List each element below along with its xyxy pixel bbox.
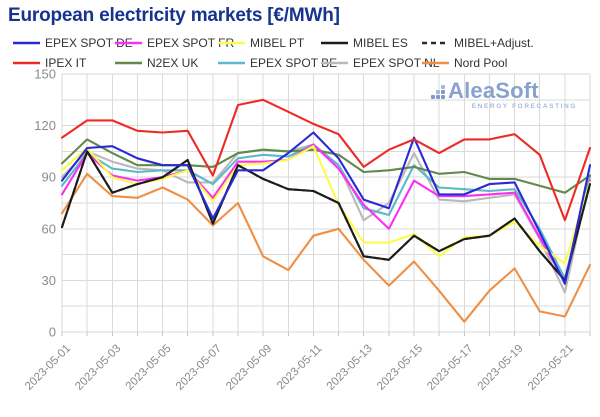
y-tick-label: 120 (34, 118, 56, 133)
legend-label: EPEX SPOT NL (353, 56, 440, 70)
legend-swatch-icon (218, 61, 245, 65)
legend-label: EPEX SPOT FR (147, 36, 235, 50)
legend-item-epex-spot-be: EPEX SPOT BE (218, 56, 337, 70)
y-tick-label: 60 (42, 221, 56, 236)
series-line-ipex-it (60, 98, 592, 222)
legend-item-ipex-it: IPEX IT (13, 56, 115, 70)
legend-swatch-icon (422, 41, 449, 45)
x-tick-label: 2023-05-13 (325, 343, 375, 393)
x-tick-label: 2023-05-21 (526, 343, 576, 393)
series-line-epex-spot-nl (60, 143, 592, 294)
y-tick-label: 150 (34, 67, 56, 82)
legend-label: IPEX IT (45, 56, 87, 70)
legend-item-mibel-pt: MIBEL PT (218, 36, 321, 50)
page-title: European electricity markets [€/MWh] (8, 5, 340, 26)
x-tick-label: 2023-05-07 (174, 343, 224, 393)
legend-item-mibel-adjust: MIBEL+Adjust. (422, 36, 534, 50)
series-line-mibel-es (60, 150, 592, 282)
series-line-mibel-pt (60, 145, 592, 265)
legend-item-epex-spot-nl: EPEX SPOT NL (321, 56, 439, 70)
x-tick-label: 2023-05-19 (476, 343, 526, 393)
series-line-nord-pool (60, 172, 592, 323)
series-lines (60, 98, 592, 323)
x-axis-labels: 2023-05-01 2023-05-03 2023-05-05 2023-05-07… (23, 343, 576, 393)
legend-label: N2EX UK (147, 56, 199, 70)
series-line-epex-spot-fr (60, 143, 592, 284)
y-tick-label: 90 (42, 170, 56, 185)
legend-swatch-icon (218, 41, 245, 45)
gridlines (61, 73, 591, 333)
y-tick-label: 0 (49, 325, 56, 340)
x-tick-label: 2023-05-17 (425, 343, 475, 393)
legend-label: Nord Pool (454, 56, 508, 70)
x-axis-ticks (61, 332, 591, 336)
legend-swatch-icon (321, 41, 348, 45)
x-tick-label: 2023-05-01 (23, 343, 73, 393)
x-tick-label: 2023-05-05 (124, 343, 174, 393)
series-line-epex-spot-de (60, 131, 592, 285)
legend-item-epex-spot-de: EPEX SPOT DE (13, 36, 133, 50)
legend-label: MIBEL PT (250, 36, 305, 50)
legend-item-epex-spot-fr: EPEX SPOT FR (115, 36, 234, 50)
legend-item-nord-pool: Nord Pool (422, 56, 534, 70)
legend-swatch-icon (115, 61, 142, 65)
x-tick-label: 2023-05-11 (275, 343, 324, 392)
legend-item-mibel-es: MIBEL ES (321, 36, 422, 50)
legend-swatch-icon (13, 41, 40, 45)
series-line-epex-spot-be (60, 143, 592, 280)
legend: EPEX SPOT DE EPEX SPOT FR MIBEL PT MIBEL ES… (13, 33, 534, 73)
legend-label: MIBEL+Adjust. (454, 36, 534, 50)
legend-item-n2ex-uk: N2EX UK (115, 56, 218, 70)
legend-swatch-icon (321, 61, 348, 65)
series-line-n2ex-uk (60, 138, 592, 194)
y-tick-label: 30 (42, 273, 56, 288)
y-axis-labels: 0 30 60 90 120 150 (34, 67, 56, 340)
legend-label: EPEX SPOT BE (250, 56, 338, 70)
legend-swatch-icon (13, 61, 40, 65)
x-tick-label: 2023-05-09 (224, 343, 274, 393)
legend-label: MIBEL ES (353, 36, 408, 50)
x-tick-label: 2023-05-03 (73, 343, 123, 393)
x-tick-label: 2023-05-15 (375, 343, 425, 393)
legend-swatch-icon (115, 41, 142, 45)
legend-label: EPEX SPOT DE (45, 36, 133, 50)
legend-swatch-icon (422, 61, 449, 65)
